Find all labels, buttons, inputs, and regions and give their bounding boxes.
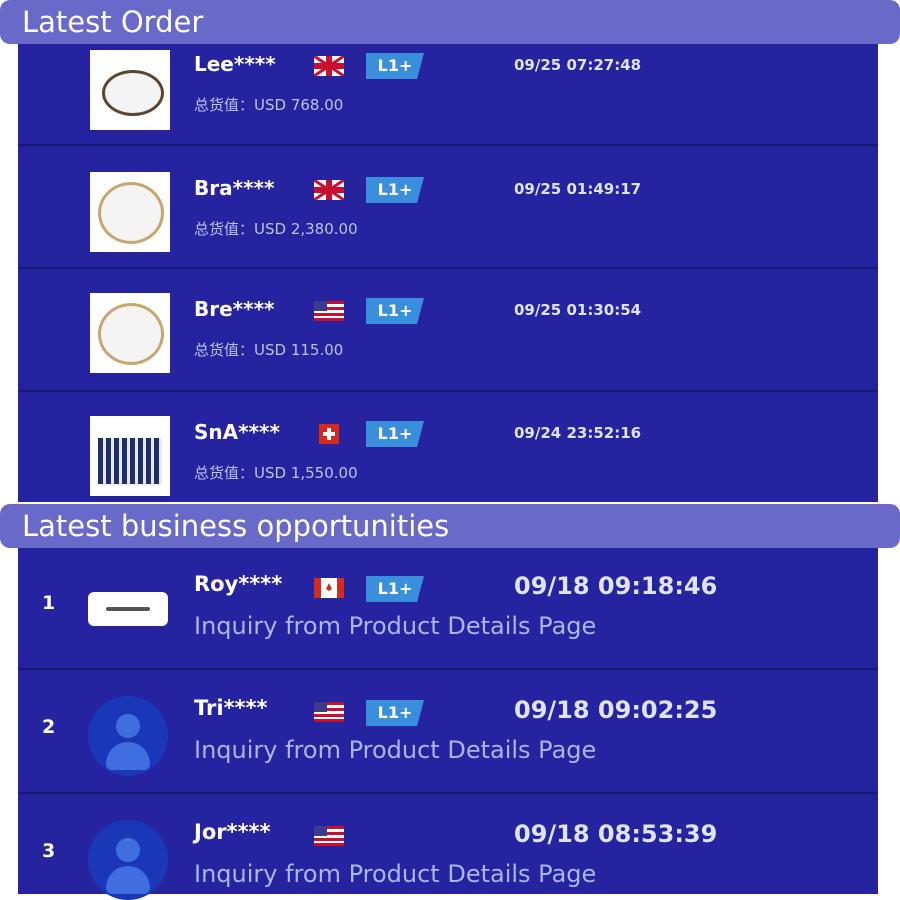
order-time: 09/25 01:49:17 (514, 180, 642, 198)
order-time: 09/25 07:27:48 (514, 56, 642, 74)
latest-opportunities-header: Latest business opportunities (0, 504, 900, 548)
level-badge: L1+ (366, 53, 424, 79)
order-time: 09/25 01:30:54 (514, 301, 642, 319)
orders-list: Lee**** L1+ 09/25 07:27:48 总货值：USD 768.0… (18, 44, 878, 502)
order-time: 09/24 23:52:16 (514, 424, 642, 442)
order-row[interactable]: Bra**** L1+ 09/25 01:49:17 总货值：USD 2,380… (18, 146, 878, 269)
product-thumbnail (90, 172, 170, 252)
opportunity-row[interactable]: 2 Tri**** L1+ 09/18 09:02:25 Inquiry fro… (18, 670, 878, 794)
order-value: 总货值：USD 2,380.00 (194, 220, 358, 238)
buyer-name: SnA**** (194, 420, 280, 444)
row-index: 2 (42, 716, 56, 738)
swiss-flag-icon (319, 424, 339, 444)
buyer-name: Lee**** (194, 52, 276, 76)
buyer-name: Tri**** (194, 696, 268, 720)
order-row[interactable]: Lee**** L1+ 09/25 07:27:48 总货值：USD 768.0… (18, 44, 878, 146)
level-badge: L1+ (366, 298, 424, 324)
inquiry-time: 09/18 08:53:39 (514, 820, 718, 848)
level-badge: L1+ (366, 177, 424, 203)
buyer-name: Bra**** (194, 176, 275, 200)
product-thumbnail (90, 416, 170, 496)
buyer-name: Jor**** (194, 820, 271, 844)
inquiry-source: Inquiry from Product Details Page (194, 736, 597, 764)
buyer-name: Bre**** (194, 297, 275, 321)
level-badge: L1+ (366, 421, 424, 447)
opportunity-row[interactable]: 3 Jor**** 09/18 08:53:39 Inquiry from Pr… (18, 794, 878, 900)
latest-order-header: Latest Order (0, 0, 900, 44)
inquiry-time: 09/18 09:18:46 (514, 572, 718, 600)
opportunity-row[interactable]: 1 Roy**** L1+ 09/18 09:18:46 Inquiry fro… (18, 546, 878, 670)
product-thumbnail (88, 592, 168, 626)
user-avatar-icon (88, 820, 168, 900)
us-flag-icon (314, 702, 344, 722)
inquiry-source: Inquiry from Product Details Page (194, 612, 597, 640)
inquiry-time: 09/18 09:02:25 (514, 696, 718, 724)
order-row[interactable]: SnA**** L1+ 09/24 23:52:16 总货值：USD 1,550… (18, 392, 878, 502)
row-index: 3 (42, 840, 56, 862)
uk-flag-icon (314, 180, 344, 200)
inquiry-source: Inquiry from Product Details Page (194, 860, 597, 888)
product-thumbnail (90, 293, 170, 373)
order-row[interactable]: Bre**** L1+ 09/25 01:30:54 总货值：USD 115.0… (18, 269, 878, 392)
order-value: 总货值：USD 1,550.00 (194, 464, 358, 482)
order-value: 总货值：USD 115.00 (194, 341, 344, 359)
buyer-name: Roy**** (194, 572, 283, 596)
product-thumbnail (90, 50, 170, 130)
us-flag-icon (314, 826, 344, 846)
canada-flag-icon (314, 578, 344, 598)
opportunities-list: 1 Roy**** L1+ 09/18 09:18:46 Inquiry fro… (18, 546, 878, 900)
uk-flag-icon (314, 56, 344, 76)
level-badge: L1+ (366, 700, 424, 726)
order-value: 总货值：USD 768.00 (194, 96, 344, 114)
level-badge: L1+ (366, 576, 424, 602)
row-index: 1 (42, 592, 56, 614)
user-avatar-icon (88, 696, 168, 776)
us-flag-icon (314, 301, 344, 321)
